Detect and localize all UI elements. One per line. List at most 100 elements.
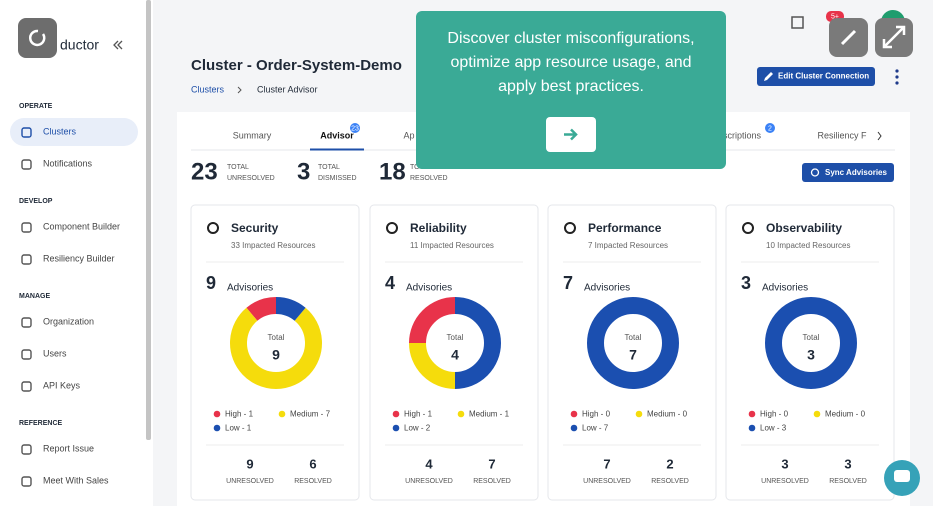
- tab-badge-text: 23: [351, 125, 359, 132]
- badge-text: 5+: [831, 13, 839, 20]
- nav-icon: [21, 254, 32, 265]
- nav-icon: [21, 159, 32, 170]
- legend-label: High - 0: [760, 410, 789, 419]
- nav-icon: [21, 317, 32, 328]
- donut-segment: [587, 297, 679, 389]
- advisory-label: Advisories: [762, 283, 808, 294]
- donut-segment: [409, 297, 456, 344]
- advisory-label: Advisories: [406, 283, 452, 294]
- advisory-count: 9: [206, 273, 216, 293]
- nav-item[interactable]: API Keys: [43, 380, 81, 390]
- total-label: UNRESOLVED: [227, 175, 275, 182]
- kebab[interactable]: [895, 69, 899, 85]
- total-label: TOTAL: [227, 164, 249, 171]
- legend-label: Low - 3: [760, 424, 787, 433]
- legend-dot: [748, 424, 756, 432]
- tab[interactable]: Summary: [233, 130, 272, 140]
- legend-label: Low - 2: [404, 424, 431, 433]
- donut-center-value: 7: [629, 347, 637, 363]
- card: [547, 204, 717, 501]
- legend-label: Medium - 0: [825, 410, 866, 419]
- tab[interactable]: scriptions: [723, 130, 762, 140]
- tab[interactable]: Resiliency F: [817, 130, 867, 140]
- donut-center-label: Total: [447, 333, 464, 342]
- reload-button[interactable]: [18, 18, 57, 58]
- total-number: 3: [297, 158, 310, 185]
- legend-label: Low - 7: [582, 424, 609, 433]
- legend-dot: [570, 410, 578, 418]
- nav-item[interactable]: Clusters: [43, 126, 77, 136]
- card-icon: [564, 222, 576, 234]
- org-icon[interactable]: [791, 16, 804, 29]
- card-subtitle: 11 Impacted Resources: [410, 241, 494, 250]
- legend-label: Medium - 0: [647, 410, 688, 419]
- section-title: OPERATE: [19, 103, 53, 110]
- resolved-label: RESOLVED: [651, 478, 689, 485]
- legend-dot: [748, 410, 756, 418]
- donut-center-value: 4: [451, 347, 459, 363]
- card-icon: [742, 222, 754, 234]
- advisory-count: 7: [563, 273, 573, 293]
- resolved-count: 6: [309, 456, 316, 471]
- card-icon: [386, 222, 398, 234]
- legend-dot: [635, 410, 643, 418]
- legend-label: High - 1: [225, 410, 254, 419]
- card-title: Reliability: [410, 221, 467, 235]
- donut-center-label: Total: [803, 333, 820, 342]
- unresolved-label: UNRESOLVED: [226, 478, 274, 485]
- nav-icon: [21, 444, 32, 455]
- total-number: 18: [379, 158, 406, 185]
- legend-dot: [457, 410, 465, 418]
- arrow-icon: [564, 128, 578, 141]
- donut-center-label: Total: [268, 333, 285, 342]
- donut-segment: [246, 297, 277, 322]
- total-number: 23: [191, 158, 218, 185]
- chat-icon: [894, 470, 910, 482]
- donut-center-value: 3: [807, 347, 815, 363]
- nav-item[interactable]: Meet With Sales: [43, 475, 109, 485]
- expand-icon: [882, 25, 906, 49]
- edit-button[interactable]: Edit Cluster Connection: [757, 67, 875, 86]
- donut-segment: [454, 297, 501, 389]
- collapse-icon[interactable]: [113, 40, 119, 50]
- collapse-icon[interactable]: [117, 40, 123, 50]
- resolved-label: RESOLVED: [829, 478, 867, 485]
- button-text: Sync Advisories: [825, 168, 888, 177]
- resolved-count: 3: [844, 456, 851, 471]
- unresolved-label: UNRESOLVED: [583, 478, 631, 485]
- unresolved-count: 3: [781, 456, 788, 471]
- nav-item[interactable]: Organization: [43, 316, 94, 326]
- button-text: Edit Cluster Connection: [778, 72, 869, 81]
- section-title: DEVELOP: [19, 198, 53, 205]
- nav-item[interactable]: Users: [43, 348, 67, 358]
- link-icon: [840, 29, 857, 46]
- nav-icon: [21, 127, 32, 138]
- nav-item[interactable]: Notifications: [43, 158, 93, 168]
- card-subtitle: 7 Impacted Resources: [588, 241, 668, 250]
- nav-item[interactable]: Report Issue: [43, 443, 94, 453]
- breadcrumb-current: Cluster Advisor: [257, 84, 318, 94]
- section-title: MANAGE: [19, 293, 50, 300]
- donut-segment: [230, 307, 322, 389]
- nav-item[interactable]: Resiliency Builder: [43, 253, 115, 263]
- unresolved-count: 4: [425, 456, 433, 471]
- button-bg: [757, 67, 875, 86]
- dynamic: OPERATE Clusters Notifications DEVELOP Compo…: [10, 103, 895, 501]
- tour-text-box: Discover cluster misconfigurations, opti…: [447, 30, 695, 95]
- breadcrumb-link[interactable]: Clusters: [191, 84, 225, 94]
- tab[interactable]: Advisor: [320, 130, 354, 140]
- tab-scroll[interactable]: [877, 131, 882, 141]
- resolved-label: RESOLVED: [294, 478, 332, 485]
- tab[interactable]: Ap: [403, 130, 414, 140]
- nav-icon: [21, 381, 32, 392]
- overlay-layer: Discover cluster misconfigurations, opti…: [18, 11, 920, 496]
- sync-button[interactable]: Sync Advisories: [802, 163, 894, 182]
- sync-icon: [810, 168, 820, 177]
- nav-icon: [21, 476, 32, 487]
- nav-item[interactable]: Component Builder: [43, 221, 120, 231]
- advisory-label: Advisories: [227, 283, 273, 294]
- card-subtitle: 10 Impacted Resources: [766, 241, 851, 250]
- tour-text: Discover cluster misconfigurations, opti…: [447, 30, 695, 95]
